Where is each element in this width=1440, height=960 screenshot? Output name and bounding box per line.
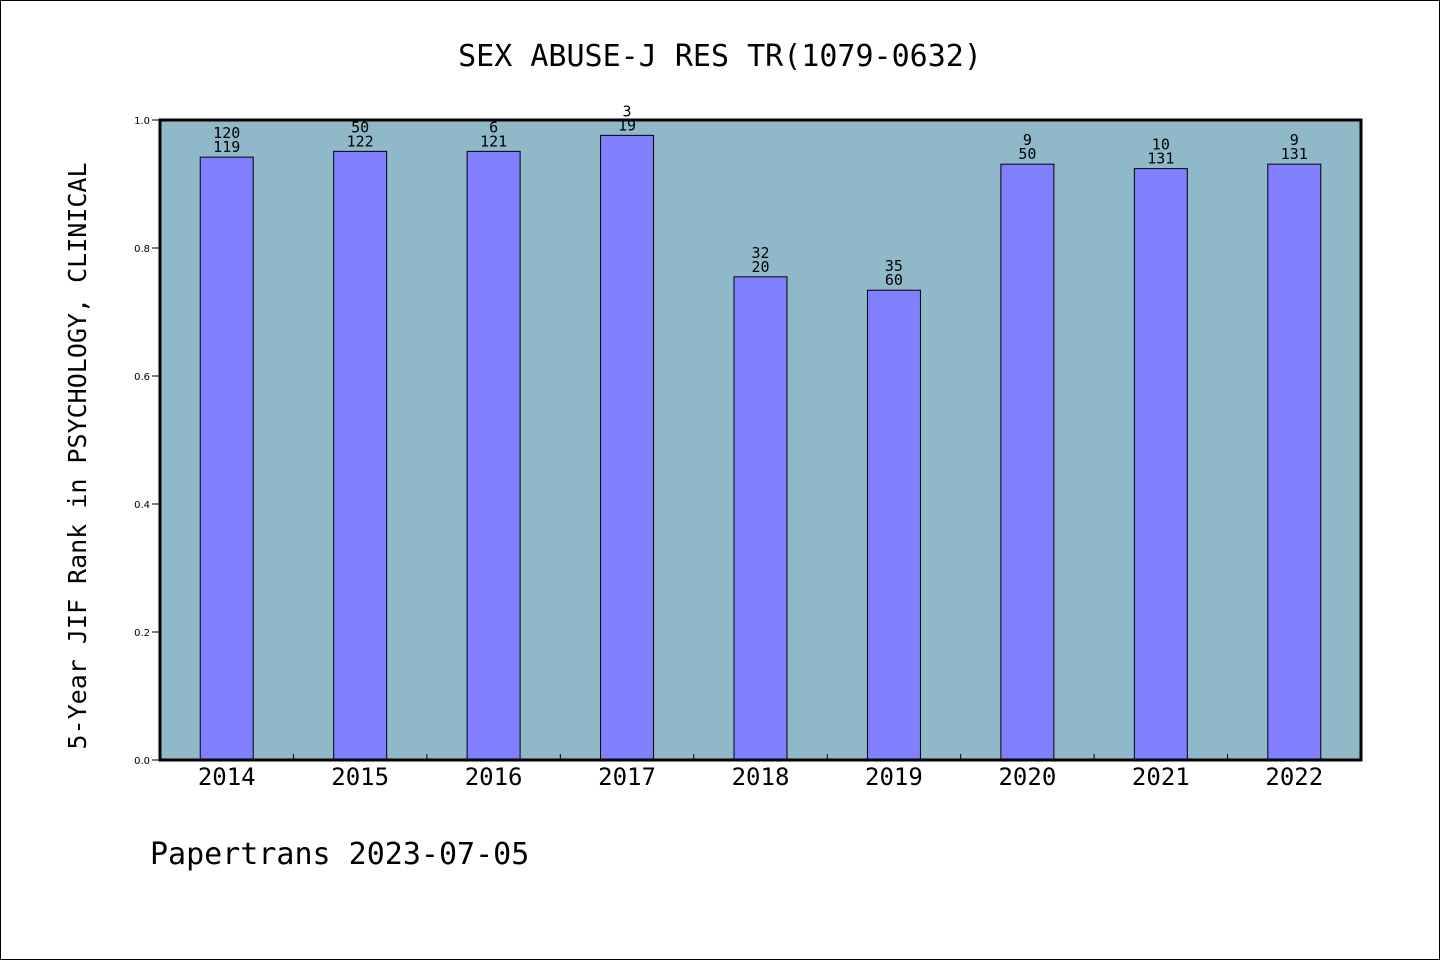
- footer-credit: Papertrans 2023-07-05: [150, 837, 529, 872]
- bar-label-top-2016: 6: [489, 118, 498, 136]
- chart-title: SEX ABUSE-J RES TR(1079-0632): [458, 39, 982, 74]
- bar-label-top-2022: 9: [1290, 131, 1299, 149]
- bar-label-top-2018: 32: [751, 244, 769, 262]
- bar-label-bottom-2016: 121: [480, 132, 507, 150]
- bar-2017: [600, 134, 655, 761]
- bar-label-top-2021: 10: [1152, 136, 1170, 154]
- bar-label-bottom-2022: 131: [1281, 145, 1308, 163]
- bar-label-top-2019: 35: [885, 257, 903, 275]
- x-tick-label-2016: 2016: [465, 763, 523, 791]
- bar-2015: [333, 150, 388, 761]
- bar-label-top-2014: 120: [213, 124, 240, 142]
- bar-label-bottom-2015: 122: [347, 132, 374, 150]
- plot-border: [158, 118, 1363, 762]
- bars: [199, 134, 1322, 761]
- y-axis: 0.0 0.2 0.4 0.6 0.8 1.0: [134, 116, 160, 767]
- x-tick-label-2015: 2015: [331, 763, 389, 791]
- bar-label-bottom-2021: 131: [1147, 150, 1174, 168]
- y-tick-label: 0.2: [134, 628, 150, 639]
- x-tick-label-2014: 2014: [198, 763, 256, 791]
- x-tick-label-2019: 2019: [865, 763, 923, 791]
- y-tick-label: 0.0: [134, 756, 150, 767]
- y-tick-label: 1.0: [134, 116, 150, 127]
- bar-label-bottom-2014: 119: [213, 138, 240, 156]
- x-tick-label-2018: 2018: [732, 763, 790, 791]
- x-tick-label-2017: 2017: [598, 763, 656, 791]
- x-tick-label-2022: 2022: [1265, 763, 1323, 791]
- bar-label-bottom-2020: 50: [1018, 145, 1036, 163]
- y-tick-label: 0.6: [134, 372, 150, 383]
- y-axis-label: 5-Year JIF Rank in PSYCHOLOGY, CLINICAL: [63, 163, 92, 750]
- bar-2014: [199, 156, 254, 761]
- bar-label-bottom-2019: 60: [885, 271, 903, 289]
- bar-2022: [1267, 163, 1322, 761]
- bar-label-bottom-2018: 20: [751, 258, 769, 276]
- bar-label-top-2020: 9: [1023, 131, 1032, 149]
- bar-label-top-2015: 50: [351, 118, 369, 136]
- bar-2019: [866, 289, 921, 761]
- x-tick-label-2021: 2021: [1132, 763, 1190, 791]
- bar-2020: [1000, 163, 1055, 761]
- bar-2016: [466, 150, 521, 761]
- y-tick-label: 0.4: [134, 500, 150, 511]
- x-tick-label-2020: 2020: [998, 763, 1056, 791]
- y-tick-label: 0.8: [134, 244, 150, 255]
- x-axis: 2014 2015 2016 2017 2018 2019 2020 2021 2022: [198, 754, 1323, 791]
- bar-2018: [733, 276, 788, 761]
- bar-label-top-2017: 3: [623, 102, 632, 120]
- bar-2021: [1133, 168, 1188, 761]
